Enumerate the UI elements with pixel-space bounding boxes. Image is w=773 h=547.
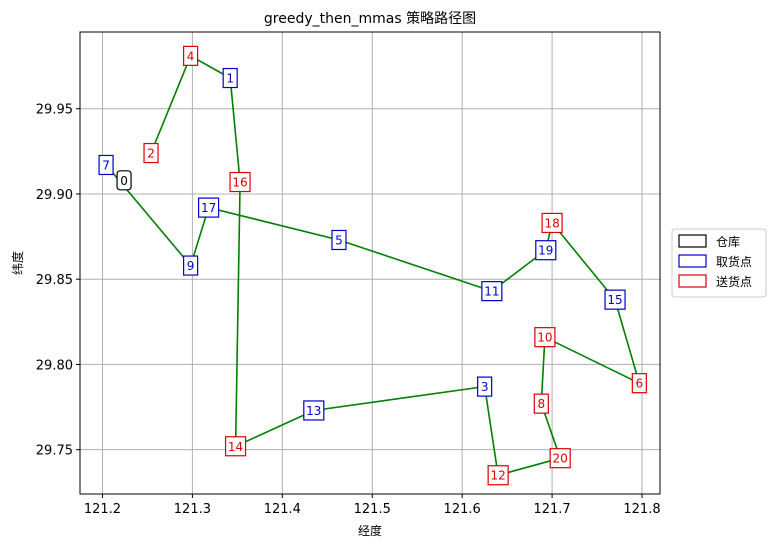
y-axis-label: 纬度 — [10, 251, 25, 275]
node-box — [631, 373, 647, 394]
node-6: 6 — [631, 373, 647, 394]
node-5: 5 — [331, 229, 347, 251]
node-0: 0 — [116, 170, 132, 191]
node-box — [477, 376, 493, 397]
node-labels: 07 2 4 1 16 14 13 3 12 20 8 10 6 15 18 19 11 5 17 9 — [98, 45, 647, 486]
route-lines — [105, 54, 641, 477]
node-7: 7 — [98, 154, 114, 176]
x-tick-label: 121.8 — [623, 502, 660, 517]
node-2: 2 — [143, 142, 159, 164]
node-box — [534, 327, 556, 348]
node-box — [481, 281, 503, 302]
node-label: 5 — [335, 233, 343, 247]
node-label: 9 — [187, 259, 195, 273]
legend-swatch — [678, 274, 707, 288]
node-1: 1 — [222, 67, 238, 89]
legend-swatch — [678, 254, 707, 268]
node-12: 12 — [487, 465, 509, 486]
route-line — [105, 54, 641, 477]
node-15: 15 — [604, 289, 626, 310]
node-4: 4 — [183, 45, 199, 66]
y-tick-label: 29.90 — [36, 188, 73, 203]
node-17: 17 — [197, 197, 220, 218]
plot-frame — [79, 31, 661, 495]
node-box — [183, 45, 199, 66]
node-label: 2 — [147, 147, 155, 161]
node-14: 14 — [224, 436, 247, 457]
node-box — [224, 436, 247, 457]
x-tick-label: 121.7 — [533, 502, 570, 517]
node-box — [604, 289, 626, 310]
node-label: 7 — [102, 158, 110, 172]
node-box — [229, 171, 251, 193]
chart-title: greedy_then_mmas 策略路径图 — [264, 10, 476, 27]
node-label: 1 — [226, 72, 234, 86]
node-label: 0 — [120, 174, 128, 188]
node-label: 11 — [484, 285, 499, 299]
node-box — [487, 465, 509, 486]
node-label: 12 — [490, 469, 505, 483]
x-tick-label: 121.6 — [444, 502, 481, 517]
node-box — [331, 229, 347, 251]
node-box — [197, 197, 220, 218]
plot-background — [80, 32, 660, 494]
legend-swatch — [678, 234, 707, 248]
node-3: 3 — [477, 376, 493, 397]
node-box — [541, 212, 563, 234]
node-label: 15 — [607, 293, 622, 307]
x-tick-label: 121.3 — [174, 502, 211, 517]
node-13: 13 — [303, 400, 325, 421]
node-box — [98, 154, 114, 176]
node-11: 11 — [481, 281, 503, 302]
y-tick-label: 29.85 — [36, 273, 73, 288]
node-10: 10 — [534, 327, 556, 348]
node-box — [116, 170, 132, 191]
y-tick-label: 29.95 — [36, 103, 73, 118]
x-tick-label: 121.4 — [264, 502, 301, 517]
node-label: 20 — [553, 452, 568, 466]
node-label: 14 — [228, 440, 243, 454]
node-label: 18 — [544, 216, 559, 230]
node-label: 13 — [306, 404, 321, 418]
x-tick-label: 121.5 — [354, 502, 391, 517]
node-20: 20 — [549, 448, 571, 469]
node-box — [533, 393, 549, 414]
legend-label: 取货点 — [716, 254, 752, 269]
node-box — [222, 67, 238, 89]
node-box — [303, 400, 325, 421]
x-axis-ticks: 121.2 121.3 121.4 121.5 121.6 121.7 121.8 — [84, 494, 661, 517]
node-label: 16 — [232, 176, 247, 190]
node-16: 16 — [229, 171, 251, 193]
node-label: 4 — [187, 49, 195, 63]
node-box — [183, 255, 199, 276]
legend-label: 仓库 — [716, 234, 740, 249]
y-tick-label: 29.75 — [36, 444, 73, 459]
node-19: 19 — [535, 240, 557, 261]
node-box — [143, 142, 159, 164]
grid-lines — [80, 32, 660, 494]
legend-label: 送货点 — [716, 274, 752, 289]
x-tick-label: 121.2 — [84, 502, 121, 517]
node-18: 18 — [541, 212, 563, 234]
node-label: 6 — [635, 377, 643, 391]
node-label: 10 — [537, 331, 552, 345]
y-tick-label: 29.80 — [36, 358, 73, 373]
node-label: 19 — [538, 244, 553, 258]
node-box — [549, 448, 571, 469]
node-8: 8 — [533, 393, 549, 414]
node-box — [535, 240, 557, 261]
x-axis-label: 经度 — [358, 523, 382, 538]
node-label: 17 — [201, 201, 216, 215]
y-axis-ticks: 29.75 29.80 29.85 29.90 29.95 — [36, 103, 80, 459]
node-label: 3 — [481, 380, 489, 394]
node-label: 8 — [537, 397, 545, 411]
node-9: 9 — [183, 255, 199, 276]
